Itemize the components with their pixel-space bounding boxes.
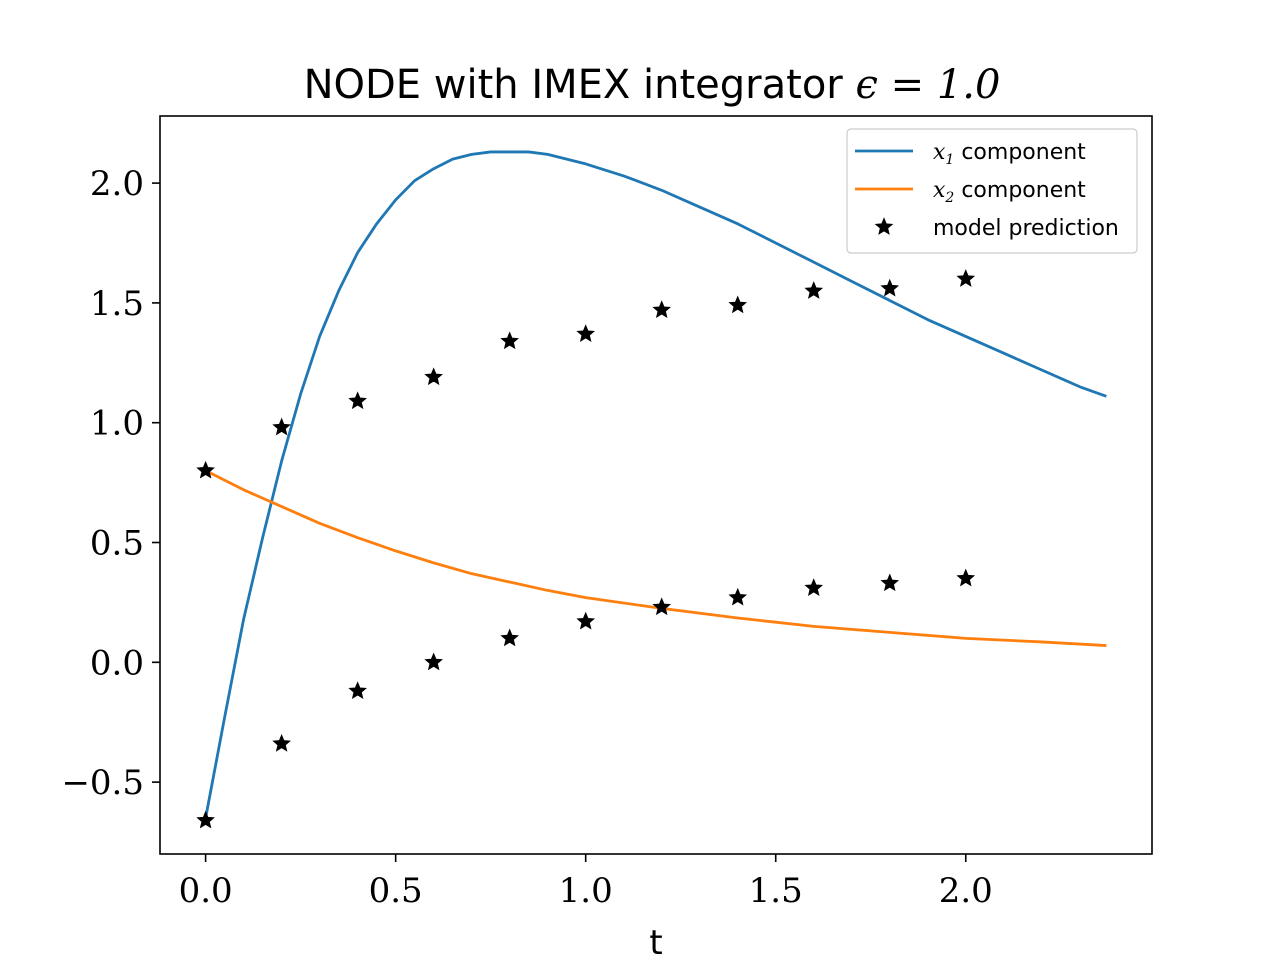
prediction-point	[652, 597, 672, 616]
x-tick-label: 0.0	[179, 871, 233, 911]
legend-label-x2: x2 component	[933, 178, 1086, 206]
x-tick-label: 2.0	[939, 871, 993, 911]
y-tick-label: 1.0	[90, 404, 144, 444]
legend-label-model-prediction: model prediction	[933, 216, 1119, 241]
prediction-point	[272, 417, 291, 436]
prediction-point	[424, 367, 443, 386]
prediction-point	[196, 460, 215, 479]
y-tick-label: 0.5	[90, 524, 144, 564]
prediction-point	[576, 611, 596, 630]
axes-frame	[159, 115, 1153, 855]
legend-label-x1: x1 component	[933, 140, 1086, 168]
legend: x1 component x2 component model predicti…	[846, 128, 1138, 254]
x-tick-label: 1.5	[749, 871, 803, 911]
prediction-point	[348, 681, 367, 699]
prediction-point	[272, 733, 291, 752]
prediction-point	[196, 810, 215, 829]
x-axis: 0.0 0.5 1.0 1.5 2.0	[179, 854, 993, 911]
prediction-point	[880, 278, 900, 297]
y-tick-label: 0.0	[90, 643, 144, 683]
y-tick-label: −0.5	[61, 763, 144, 803]
x-tick-label: 0.5	[369, 871, 423, 911]
x-axis-label: t	[649, 923, 662, 960]
prediction-point	[424, 652, 443, 671]
legend-star-marker	[874, 217, 894, 235]
prediction-point	[728, 587, 748, 606]
prediction-point	[500, 628, 519, 647]
series-line-x1	[204, 150, 1107, 819]
legend-swatch-model-prediction	[874, 217, 894, 235]
prediction-point	[880, 573, 900, 592]
prediction-point	[804, 578, 824, 596]
y-tick-label: 2.0	[90, 164, 144, 204]
plot-area	[196, 150, 1107, 829]
prediction-point	[956, 568, 976, 587]
y-tick-label: 1.5	[90, 284, 144, 324]
prediction-point	[804, 281, 824, 299]
legend-box	[846, 128, 1138, 254]
chart-title: NODE with IMEX integrator ϵ = 1.0	[304, 62, 1001, 108]
y-axis: −0.5 0.0 0.5 1.0 1.5 2.0	[61, 164, 160, 803]
prediction-point	[576, 324, 596, 342]
prediction-point	[728, 295, 748, 314]
prediction-point	[500, 331, 519, 350]
series-line-x2	[204, 469, 1107, 647]
prediction-point	[956, 269, 976, 287]
prediction-point	[348, 391, 367, 410]
prediction-point	[652, 300, 672, 319]
x-tick-label: 1.0	[559, 871, 613, 911]
